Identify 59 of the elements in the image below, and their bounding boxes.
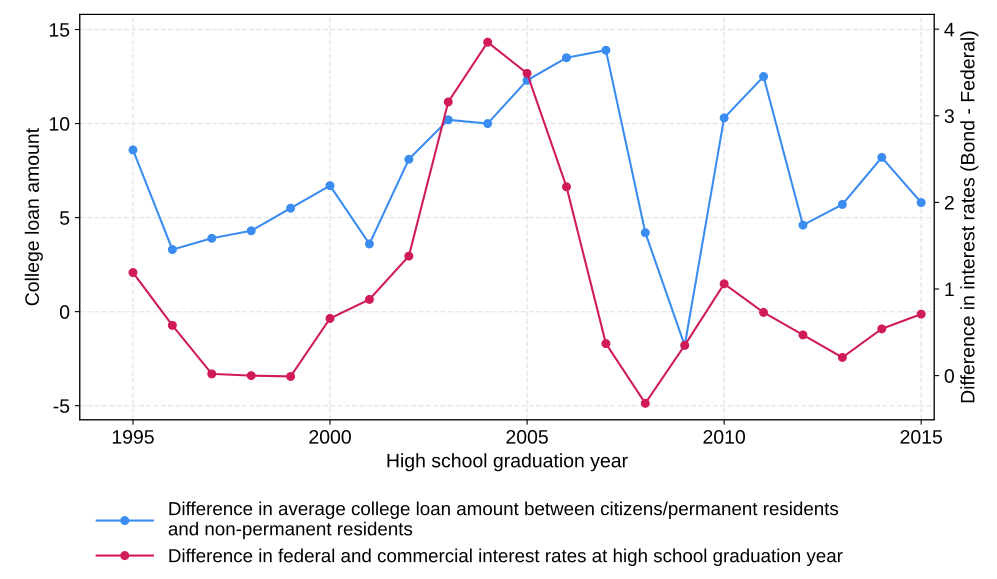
y-tick-label: -5 (54, 399, 70, 413)
y-tick-label: 15 (50, 23, 70, 37)
point (877, 324, 886, 334)
point (326, 181, 335, 190)
point (916, 310, 926, 319)
point (916, 198, 926, 208)
point (759, 308, 768, 317)
legend-label: Difference in federal and commercial interest rates at high school graduation year (169, 548, 843, 566)
y2-tick-label: 2 (944, 196, 954, 210)
point (601, 339, 610, 348)
point (759, 72, 768, 82)
x-tick-label: 2005 (506, 430, 548, 444)
y-axis-title: College loan amount (24, 128, 43, 306)
point (364, 239, 374, 248)
x-axis-title: High school graduation year (388, 453, 628, 472)
point (364, 294, 374, 304)
x-tick-label: 2000 (309, 430, 351, 444)
x-tick-label: 2010 (703, 430, 745, 444)
point (128, 145, 138, 154)
point (483, 38, 492, 47)
y2-tick-label: 0 (944, 369, 954, 383)
y2-tick-label: 3 (944, 109, 954, 124)
point (877, 152, 886, 162)
point (562, 53, 571, 62)
point (246, 226, 256, 236)
point (522, 68, 532, 78)
y-tick-label: 10 (50, 117, 70, 131)
x-tick-label: 1995 (112, 430, 154, 444)
point (798, 220, 808, 230)
point (601, 46, 610, 55)
point (207, 369, 216, 378)
point (838, 200, 847, 209)
point (720, 113, 729, 122)
y2-tick-label: 4 (944, 22, 954, 36)
point (444, 115, 453, 124)
point (168, 320, 177, 330)
x-tick-label: 2015 (900, 430, 942, 444)
point (640, 398, 650, 408)
point (798, 330, 808, 340)
point (286, 204, 296, 213)
point (246, 371, 256, 380)
point (640, 228, 650, 238)
point (404, 154, 414, 164)
point (444, 97, 453, 106)
point (838, 352, 847, 362)
legend-label: Difference in average college loan amount between citizens/permanent residents and non-permanent residents (168, 502, 838, 540)
point (404, 252, 414, 261)
point (207, 234, 216, 243)
y2-axis-title: Difference in interest rates (Bond - Federal) (960, 32, 978, 402)
point (483, 119, 492, 128)
point (168, 245, 177, 254)
point (286, 372, 296, 381)
y-tick-label: 0 (60, 305, 70, 319)
point (562, 182, 571, 192)
y2-tick-label: 1 (945, 282, 954, 296)
point (720, 279, 729, 288)
point (128, 268, 138, 278)
y-tick-label: 5 (60, 211, 70, 225)
point (326, 314, 335, 323)
